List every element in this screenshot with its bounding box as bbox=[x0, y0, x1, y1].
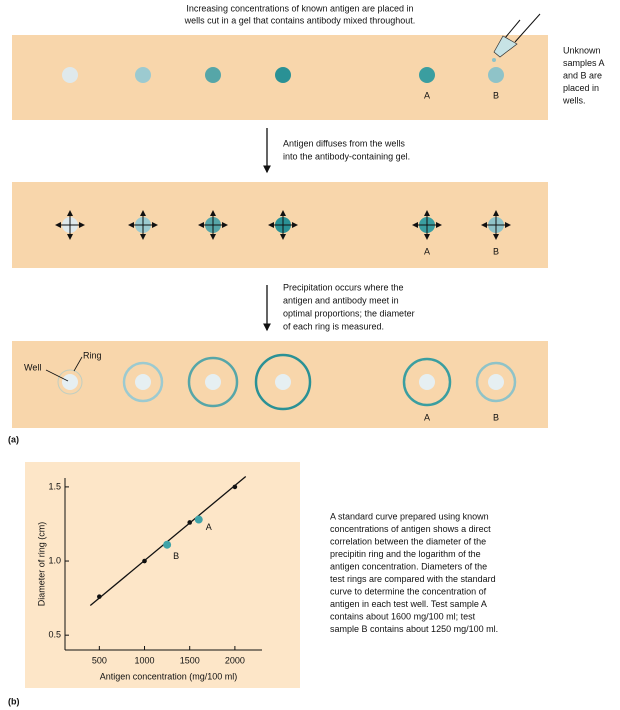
step-text: Antigen diffuses from the wells bbox=[283, 138, 405, 148]
sample-label: A bbox=[424, 90, 430, 100]
well bbox=[419, 67, 435, 83]
well bbox=[135, 67, 151, 83]
unknown-note: samples A bbox=[563, 58, 605, 68]
standard-point bbox=[97, 594, 102, 599]
caption-text: antigen in each test well. Test sample A bbox=[330, 599, 487, 609]
standard-point bbox=[233, 485, 238, 490]
well-label: Well bbox=[24, 362, 41, 372]
unknown-note: and B are bbox=[563, 70, 602, 80]
caption-text: sample B contains about 1250 mg/100 ml. bbox=[330, 624, 498, 634]
sample-point bbox=[163, 541, 171, 549]
step-text: of each ring is measured. bbox=[283, 321, 384, 331]
sample-label: A bbox=[424, 412, 430, 422]
caption-text: A standard curve prepared using known bbox=[330, 511, 489, 521]
caption-text: concentrations of antigen shows a direct bbox=[330, 524, 491, 534]
well bbox=[275, 67, 291, 83]
y-axis-label: Diameter of ring (cm) bbox=[36, 522, 46, 607]
panel-label: (a) bbox=[8, 434, 19, 444]
well bbox=[488, 67, 504, 83]
unknown-note: Unknown bbox=[563, 45, 601, 55]
x-tick-label: 1500 bbox=[180, 655, 200, 665]
caption-text: correlation between the diameter of the bbox=[330, 536, 486, 546]
well bbox=[488, 374, 504, 390]
figure: Increasing concentrations of known antig… bbox=[0, 0, 620, 710]
sample-label: A bbox=[424, 246, 430, 256]
well bbox=[275, 374, 291, 390]
step-text: Precipitation occurs where the bbox=[283, 282, 404, 292]
unknown-note: placed in bbox=[563, 83, 599, 93]
well bbox=[205, 67, 221, 83]
x-axis-label: Antigen concentration (mg/100 ml) bbox=[100, 671, 238, 681]
unknown-note: wells. bbox=[562, 95, 586, 105]
well bbox=[62, 67, 78, 83]
caption-text: antigen concentration. Diameters of the bbox=[330, 561, 487, 571]
intro-text: Increasing concentrations of known antig… bbox=[186, 3, 413, 13]
sample-label: B bbox=[493, 246, 499, 256]
sample-label: B bbox=[493, 90, 499, 100]
step-text: antigen and antibody meet in bbox=[283, 295, 399, 305]
intro-text: wells cut in a gel that contains antibod… bbox=[184, 15, 416, 25]
sample-label: B bbox=[493, 412, 499, 422]
panel-label: (b) bbox=[8, 696, 20, 706]
point-label: A bbox=[206, 522, 212, 532]
ring-label: Ring bbox=[83, 350, 102, 360]
standard-point bbox=[187, 520, 192, 525]
x-tick-label: 2000 bbox=[225, 655, 245, 665]
y-tick-label: 1.5 bbox=[48, 481, 61, 491]
page: Increasing concentrations of known antig… bbox=[0, 0, 620, 710]
point-label: B bbox=[173, 551, 179, 561]
graph-background bbox=[25, 462, 300, 688]
caption-text: curve to determine the concentration of bbox=[330, 586, 487, 596]
step-text: optimal proportions; the diameter bbox=[283, 308, 415, 318]
well bbox=[135, 374, 151, 390]
well bbox=[419, 374, 435, 390]
well bbox=[62, 374, 78, 390]
well bbox=[205, 374, 221, 390]
x-tick-label: 1000 bbox=[135, 655, 155, 665]
y-tick-label: 1.0 bbox=[48, 555, 61, 565]
sample-point bbox=[195, 516, 203, 524]
y-tick-label: 0.5 bbox=[48, 630, 61, 640]
caption-text: test rings are compared with the standar… bbox=[330, 574, 496, 584]
standard-point bbox=[142, 559, 147, 564]
step-text: into the antibody-containing gel. bbox=[283, 151, 410, 161]
x-tick-label: 500 bbox=[92, 655, 107, 665]
caption-text: precipitin ring and the logarithm of the bbox=[330, 549, 481, 559]
caption-text: contains about 1600 mg/100 ml; test bbox=[330, 611, 476, 621]
